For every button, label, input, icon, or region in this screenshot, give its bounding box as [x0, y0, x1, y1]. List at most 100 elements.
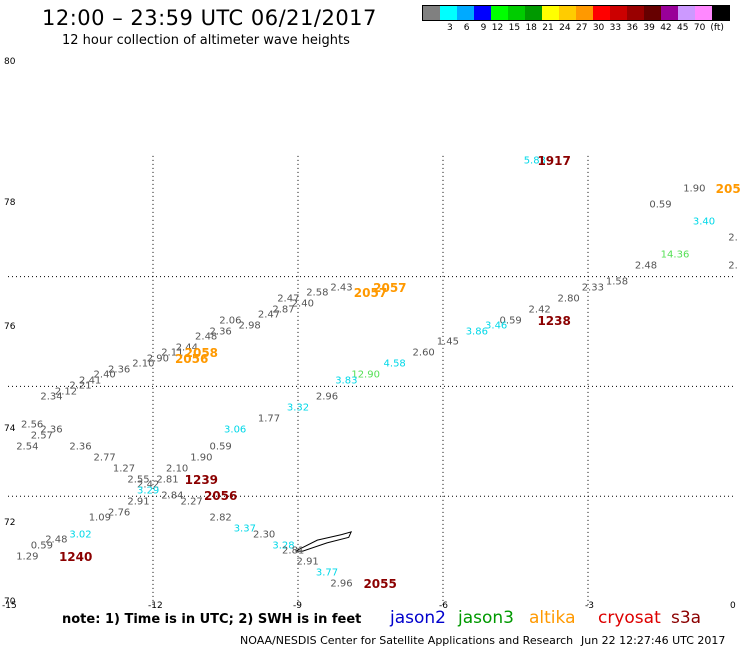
- wave-height-label: 2.82: [209, 512, 232, 524]
- lat-axis-label: 76: [4, 322, 16, 332]
- wave-height-label: 2.36: [69, 441, 92, 453]
- wave-height-label: 2.42: [137, 479, 160, 491]
- credit-text: NOAA/NESDIS Center for Satellite Applica…: [240, 634, 574, 647]
- wave-height-label: 2.21: [69, 380, 92, 392]
- island-outline: [295, 531, 353, 552]
- wave-height-label: 2056: [203, 489, 238, 504]
- map-panel[interactable]: 5.83 1917 1.90 205 0.59 3.40 2. 2. 14.36 2.48 1.58…: [8, 57, 740, 606]
- satellite-name: cryosat: [598, 608, 661, 628]
- legend-tick: 36: [626, 23, 638, 33]
- legend-swatch: [610, 6, 627, 20]
- wave-height-label: 2.77: [93, 452, 116, 464]
- wave-height-label: 3.77: [315, 567, 339, 579]
- satellite-name: s3a: [671, 608, 702, 628]
- wave-height-label: 0.59: [649, 199, 672, 211]
- wave-height-label: 0.59: [499, 315, 522, 327]
- satellite-name: jason3: [458, 608, 514, 628]
- wave-height-label: 1.58: [605, 276, 629, 288]
- wave-height-label: 3.86: [465, 326, 488, 337]
- lon-axis-label: -9: [293, 601, 302, 611]
- wave-height-label: 0.59: [209, 441, 232, 453]
- note-text: note: 1) Time is in UTC; 2) SWH is in fe…: [62, 612, 362, 627]
- wave-height-label: 2.48: [195, 331, 218, 343]
- legend-tick: 27: [575, 23, 588, 33]
- legend-swatch: [661, 6, 678, 20]
- lat-axis-label: 78: [4, 198, 16, 208]
- wave-height-label: 2058: [184, 346, 219, 361]
- wave-height-label: 2.87: [272, 304, 295, 316]
- legend-swatch: [712, 6, 729, 20]
- legend-tick: 18: [525, 23, 537, 33]
- legend-swatch: [491, 6, 508, 20]
- wave-height-label: 2.60: [412, 347, 435, 359]
- timestamp-text: Jun 22 12:27:46 UTC 2017: [581, 634, 726, 647]
- wave-height-label: 1917: [537, 154, 571, 169]
- wave-height-label: 3.02: [69, 529, 92, 541]
- wave-height-label: 14.36: [660, 249, 690, 261]
- legend-ticks: 3 6 9 12 15 18 21 24 27 30 33 36 39 42 45 70 (ft): [422, 23, 730, 33]
- wave-height-label: 2.76: [108, 507, 131, 519]
- wave-height-label: 3.32: [286, 402, 310, 414]
- wave-height-label: 2.06: [219, 315, 242, 327]
- wave-height-label: 1.29: [16, 551, 39, 563]
- wave-height-label: 12.90: [351, 369, 380, 381]
- lon-axis-label: -6: [439, 601, 448, 611]
- legend-swatch: [576, 6, 593, 20]
- legend-tick: 3: [446, 23, 453, 33]
- wave-height-label: 2.54: [16, 441, 39, 453]
- wave-height-label: 2.34: [40, 391, 63, 403]
- wave-height-label: 2.96: [315, 391, 339, 403]
- wave-height-label: 2056: [174, 351, 209, 366]
- wave-height-label: 0.59: [30, 540, 53, 552]
- legend-unit: (ft): [710, 23, 724, 33]
- legend-tick: 70: [693, 23, 706, 33]
- wave-height-label: 1240: [58, 549, 93, 564]
- legend-swatch: [644, 6, 661, 20]
- wave-height-label: 2.42: [528, 304, 551, 316]
- wave-height-label: 2.33: [581, 282, 604, 294]
- legend-swatch: [678, 6, 695, 20]
- wave-height-label: 2.11: [161, 347, 184, 359]
- wave-height-label: 1.27: [112, 463, 136, 475]
- wave-height-label: 2057: [373, 280, 407, 295]
- wave-height-label: 2.40: [291, 298, 314, 310]
- wave-height-label: 2.47: [257, 309, 281, 321]
- legend-swatch: [593, 6, 610, 20]
- lon-axis-label: -15: [2, 601, 17, 611]
- legend-swatch: [440, 6, 457, 20]
- lon-axis-label: -3: [585, 601, 594, 611]
- wave-height-label: 2.90: [146, 353, 169, 365]
- legend-swatch: [474, 6, 491, 20]
- legend-swatch: [695, 6, 712, 20]
- wave-height-label: 1238: [537, 313, 571, 328]
- legend-swatch: [508, 6, 525, 20]
- wave-height-label: 2.36: [209, 326, 232, 337]
- wave-height-label: 3.29: [137, 485, 160, 497]
- wave-height-label: 1.77: [257, 413, 281, 425]
- lon-axis-label: -12: [148, 601, 163, 611]
- wave-height-label: 2.10: [166, 463, 189, 475]
- legend-tick: 9: [480, 23, 487, 33]
- legend-tick: 42: [660, 23, 672, 33]
- wave-height-label: 2.27: [180, 496, 203, 508]
- wave-height-label: 2.91: [127, 496, 150, 508]
- wave-height-label: 2.: [728, 232, 738, 244]
- wave-height-label: 2.57: [30, 430, 53, 442]
- legend-tick: 12: [491, 23, 504, 33]
- lat-axis-label: 74: [4, 424, 16, 434]
- satellite-name: jason2: [390, 608, 446, 628]
- lon-axis-label: 0: [730, 601, 736, 611]
- wave-height-label: 2055: [363, 577, 397, 592]
- wave-height-label: 1.90: [190, 452, 213, 464]
- wave-height-label: 1.45: [436, 336, 459, 348]
- page-subtitle: 12 hour collection of altimeter wave hei…: [62, 33, 350, 48]
- wave-height-label: 1.09: [88, 512, 111, 524]
- wave-height-label: 2.98: [238, 320, 261, 332]
- wave-height-label: 2.36: [40, 424, 63, 436]
- legend-tick: 15: [508, 23, 521, 33]
- wave-height-label: 2.48: [634, 260, 658, 272]
- lat-axis-label: 72: [4, 518, 16, 528]
- wave-height-label: 3.40: [692, 216, 716, 228]
- wave-height-label: 2.43: [330, 282, 353, 294]
- wave-height-label: 205: [715, 181, 740, 196]
